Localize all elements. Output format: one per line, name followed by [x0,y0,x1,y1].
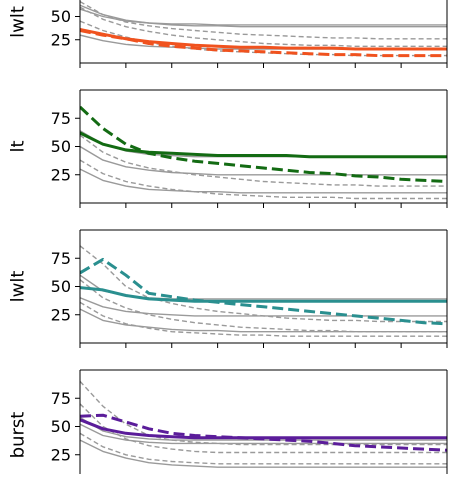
background-series-line-8 [80,301,447,337]
background-series-line-6 [80,245,447,323]
y-tick-label: 25 [51,445,71,464]
chart-panel-4: 25 50 75 burst [8,369,448,479]
y-tick-label: 25 [51,30,71,49]
series-group [80,245,447,337]
background-series-line-7 [80,159,447,200]
background-series-line-3 [80,130,447,158]
highlight-series-line-2 [80,413,447,452]
background-series-line-4 [80,4,447,28]
series-group [80,105,447,200]
background-series-line-6 [80,380,447,446]
chart-panel-1: 25 50 lwlt [8,0,448,68]
highlight-series-line-2 [80,105,447,183]
background-series-line-4 [80,145,447,176]
series-group [80,0,447,58]
y-tick-label: 75 [51,249,71,268]
highlight-series-line-1 [80,286,447,303]
y-tick-label: 50 [51,277,71,296]
chart-panel-3: 25 50 75 lwlt [8,229,448,348]
background-series-line-4 [80,423,447,445]
background-series-line-7 [80,6,447,47]
y-tick-label: 75 [51,389,71,408]
background-series-line-6 [80,134,447,187]
highlight-series-line-1 [80,131,447,159]
highlight-series-line-1 [80,28,447,51]
y-tick-label: 25 [51,305,71,324]
highlight-series-line-2 [80,29,447,58]
background-series-line-3 [80,8,447,26]
background-series-line-7 [80,279,447,333]
background-series-line-5 [80,168,447,194]
background-series-line-7 [80,403,447,454]
y-axis-label: burst [8,412,29,459]
y-tick-label: 50 [51,417,71,436]
background-series-line-6 [80,0,447,40]
background-series-line-5 [80,439,447,468]
y-tick-label: 25 [51,165,71,184]
y-axis-label: lwlt [8,271,29,303]
y-axis-label: lt [8,140,29,152]
series-group [80,380,447,468]
y-axis-label: lwlt [8,6,29,38]
background-series-line-8 [80,432,447,465]
y-tick-label: 75 [51,109,71,128]
y-tick-label: 50 [51,137,71,156]
chart-panel-2: 25 50 75 lt [8,89,448,208]
y-tick-label: 50 [51,7,71,26]
highlight-series-line-2 [80,257,447,326]
